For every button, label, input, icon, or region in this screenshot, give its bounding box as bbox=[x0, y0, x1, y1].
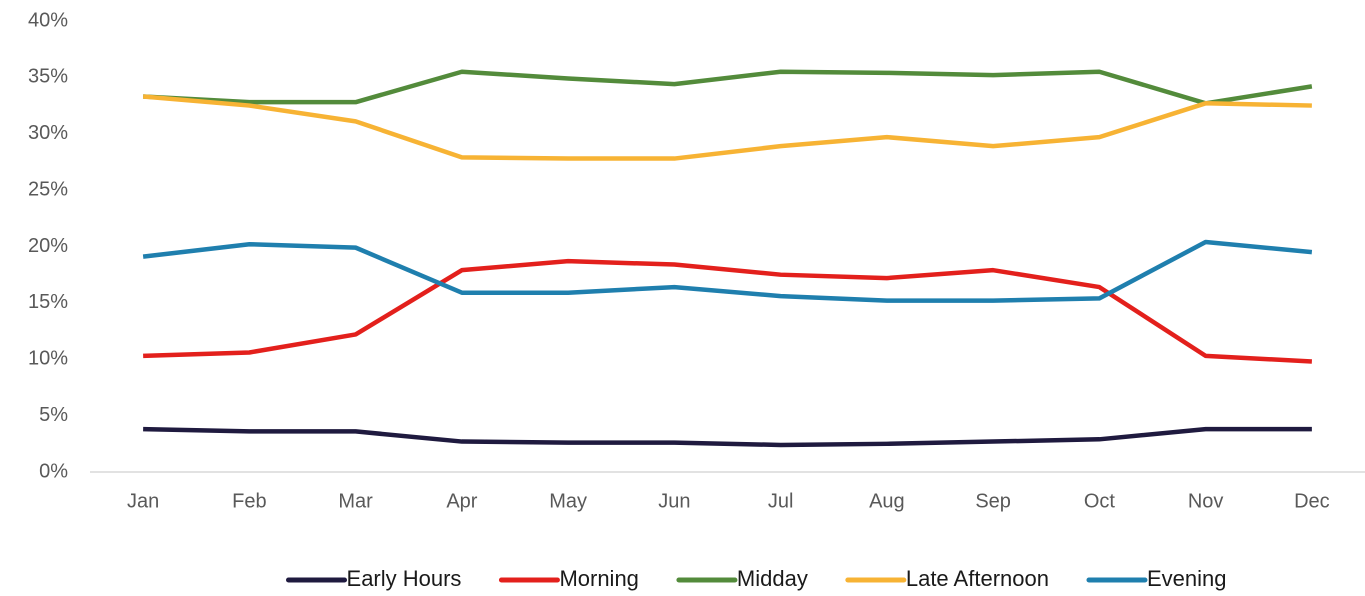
legend-label: Early Hours bbox=[347, 566, 462, 591]
series-line bbox=[143, 426, 1312, 448]
x-tick-label: Oct bbox=[1084, 490, 1116, 512]
x-tick-label: Feb bbox=[232, 490, 266, 512]
legend-label: Midday bbox=[737, 566, 808, 591]
y-tick-label: 25% bbox=[28, 178, 68, 200]
y-tick-label: 15% bbox=[28, 291, 68, 313]
y-tick-label: 5% bbox=[39, 404, 68, 426]
x-tick-label: Jul bbox=[768, 490, 794, 512]
x-tick-label: Dec bbox=[1294, 490, 1330, 512]
y-tick-label: 30% bbox=[28, 122, 68, 144]
x-tick-label: Nov bbox=[1188, 490, 1224, 512]
x-tick-label: Jun bbox=[658, 490, 690, 512]
legend-label: Late Afternoon bbox=[906, 566, 1049, 591]
series-line bbox=[142, 239, 1313, 303]
y-tick-label: 0% bbox=[39, 460, 68, 482]
x-tick-label: May bbox=[549, 490, 587, 512]
y-tick-label: 10% bbox=[28, 348, 68, 370]
series-line bbox=[143, 258, 1312, 364]
legend-label: Morning bbox=[559, 566, 638, 591]
x-tick-label: Apr bbox=[446, 490, 477, 512]
series-line bbox=[142, 94, 1312, 161]
x-tick-label: Sep bbox=[975, 490, 1011, 512]
x-tick-label: Jan bbox=[127, 490, 159, 512]
x-tick-label: Mar bbox=[338, 490, 373, 512]
x-tick-label: Aug bbox=[869, 490, 905, 512]
y-tick-label: 35% bbox=[28, 66, 68, 88]
legend-label: Evening bbox=[1147, 566, 1227, 591]
series-line bbox=[143, 69, 1313, 106]
y-tick-label: 20% bbox=[28, 235, 68, 257]
y-tick-label: 40% bbox=[28, 9, 68, 31]
